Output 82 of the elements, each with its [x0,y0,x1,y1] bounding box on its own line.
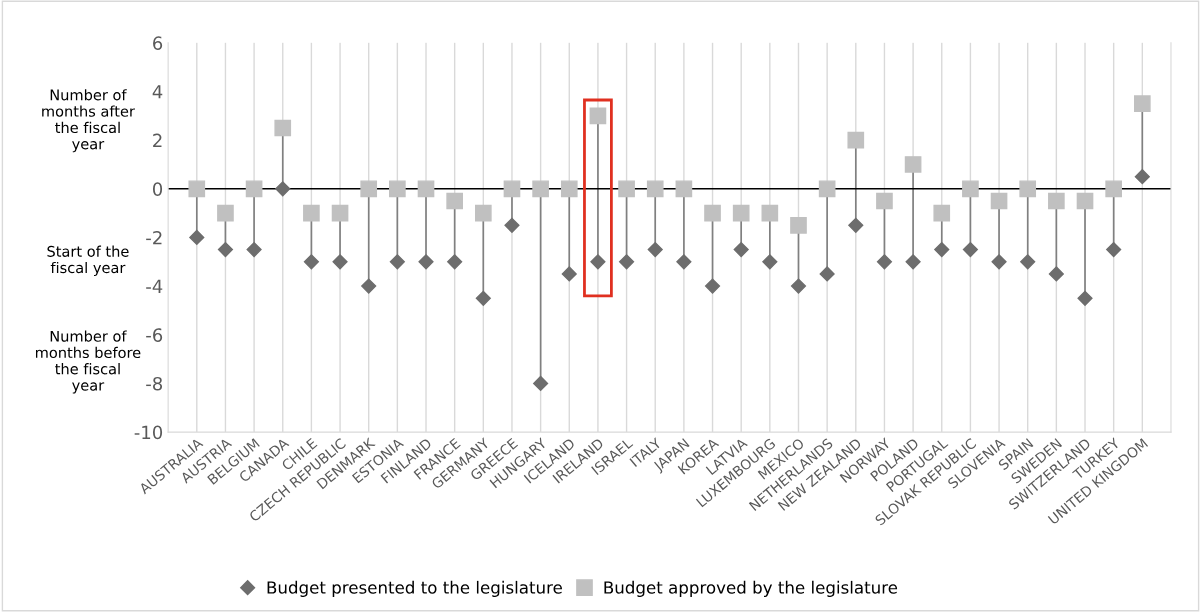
point [934,242,950,258]
point [447,254,463,270]
point [733,242,749,258]
point [848,217,864,233]
point [245,180,263,198]
point [303,204,320,222]
point [1133,95,1151,112]
point [389,180,406,198]
point [275,181,291,197]
point [1077,290,1093,306]
point [647,242,663,258]
point [704,278,721,294]
text: Number of months after the fiscal year [42,89,135,153]
point [646,180,664,198]
point [246,242,262,258]
point [990,192,1008,210]
point [1048,192,1065,210]
point [675,180,693,198]
point [1106,242,1122,258]
point [962,242,978,258]
point [590,254,606,270]
point [474,204,492,222]
point [962,180,979,198]
y-tick-label: -10 [134,425,163,440]
point [762,254,778,270]
y-tick-label: 2 [153,133,162,148]
point [1019,180,1037,198]
text: Start of the fiscal year [47,245,129,277]
point [847,131,865,149]
point [732,204,750,222]
point [790,278,807,294]
point [933,204,951,222]
point [761,204,779,222]
point [1105,180,1123,198]
point [503,180,521,198]
point [876,254,893,270]
point [790,216,807,234]
point [188,180,206,198]
point [618,180,635,198]
y-tick-label: -6 [146,328,163,342]
legend-label: Budget approved by the legislature [604,580,898,597]
text: Number of months before the fiscal year [35,330,141,394]
legend-label: Budget presented to the legislature [267,580,562,597]
point [361,278,377,294]
point [504,217,520,233]
point [303,254,319,270]
point [818,180,836,198]
point [475,290,491,306]
point [876,192,893,210]
point [905,254,921,270]
point [332,254,348,270]
point [1020,254,1036,270]
point [360,180,378,198]
y-tick-label: 6 [153,36,163,50]
y-tick-label: -8 [146,376,163,391]
point [819,266,835,282]
point [561,266,577,282]
point [560,180,578,198]
point [217,204,234,222]
point [532,180,549,198]
point [619,254,635,270]
y-tick-label: -4 [146,279,163,293]
point [533,375,549,391]
point [389,254,405,270]
point [1048,266,1064,282]
point [991,254,1007,270]
point [274,119,292,137]
point [1134,169,1150,185]
point [217,242,234,258]
point [589,107,607,125]
point [1076,192,1094,210]
point [331,204,349,222]
point [417,180,435,198]
point [189,229,205,246]
point [676,254,692,270]
y-tick-label: -2 [146,230,162,245]
point [704,204,721,222]
y-tick-label: 0 [152,182,163,196]
point [904,156,922,173]
point [418,254,434,270]
point [446,192,463,210]
y-tick-label: 4 [152,85,163,99]
